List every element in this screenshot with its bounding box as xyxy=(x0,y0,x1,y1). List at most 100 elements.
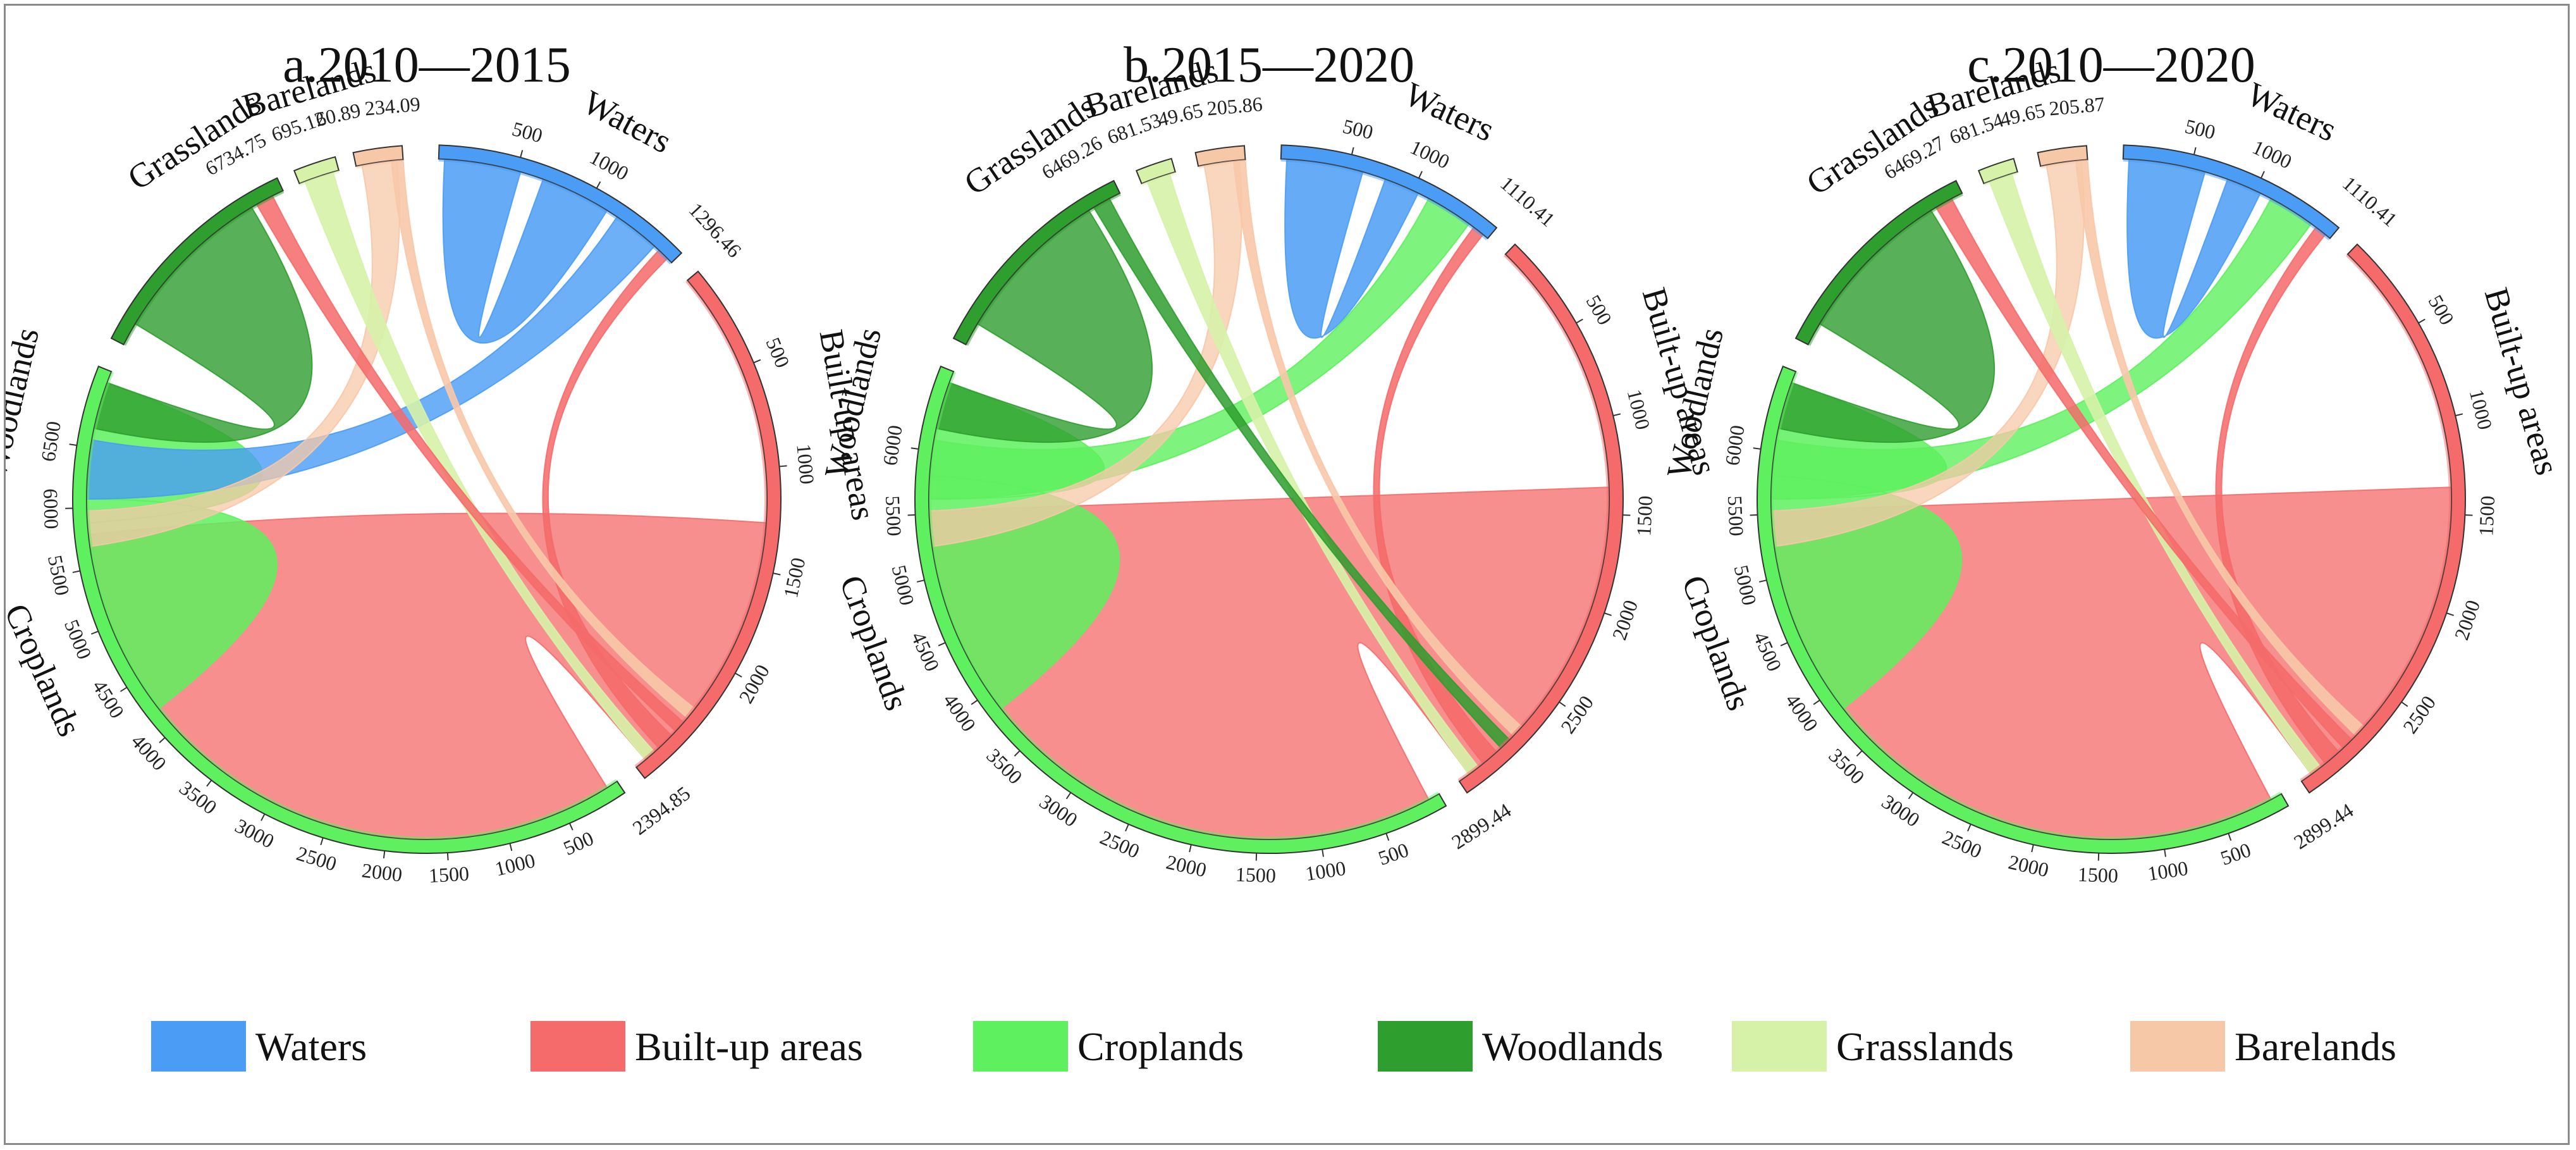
tick-mark xyxy=(911,447,919,450)
tick-mark xyxy=(1967,824,1972,832)
tick-label: 500 xyxy=(2424,291,2458,329)
total-built: 2394.85 xyxy=(629,782,695,839)
ribbons xyxy=(1770,158,2452,840)
tick-mark xyxy=(1758,579,1767,583)
tick-label: 1500 xyxy=(2474,495,2499,537)
tick-label: 2000 xyxy=(734,660,774,707)
legend-swatch xyxy=(973,1021,1068,1072)
arc-inner-bare xyxy=(2040,159,2088,169)
tick-label: 3000 xyxy=(231,814,278,853)
legend-label: Woodlands xyxy=(1482,1024,1663,1069)
arc-inner-built xyxy=(1457,254,1609,782)
tick-mark xyxy=(1065,792,1072,800)
tick-mark xyxy=(1351,147,1354,155)
tick-label: 5000 xyxy=(60,616,96,662)
legend-swatch xyxy=(531,1021,625,1072)
ribbons xyxy=(928,158,1610,840)
tick-label: 5000 xyxy=(1730,563,1762,608)
tick-mark xyxy=(1622,514,1631,516)
tick-mark xyxy=(1322,849,1324,857)
tick-label: 500 xyxy=(510,117,545,147)
tick-label: 500 xyxy=(2217,838,2254,870)
tick-label: 6000 xyxy=(39,488,63,529)
legend-swatch xyxy=(1378,1021,1473,1072)
tick-label: 2000 xyxy=(2450,597,2484,643)
label-built-up-areas: Built-up areas xyxy=(2477,283,2567,479)
tick-label: 4500 xyxy=(1749,628,1786,674)
arc-inner-grass xyxy=(299,170,340,186)
tick-label: 6500 xyxy=(37,419,65,463)
legend: Waters Built-up areas Croplands Woodlands Gr… xyxy=(151,1021,2396,1072)
tick-label: 6000 xyxy=(878,424,907,467)
tick-mark xyxy=(2260,171,2265,179)
tick-mark xyxy=(206,779,212,787)
tick-mark xyxy=(1780,642,1788,646)
tick-mark xyxy=(1813,700,1820,705)
tick-mark xyxy=(2465,514,2473,516)
tick-label: 1000 xyxy=(792,443,819,485)
tick-label: 2500 xyxy=(294,842,340,875)
legend-label: Grasslands xyxy=(1836,1024,2014,1069)
tick-mark xyxy=(2418,318,2426,324)
tick-mark xyxy=(596,181,601,189)
tick-mark xyxy=(1613,413,1621,417)
tick-mark xyxy=(2401,702,2408,707)
tick-label: 2000 xyxy=(1164,850,1208,881)
panel-title: a.2010—2015 xyxy=(283,37,571,93)
legend-label: Barelands xyxy=(2235,1024,2396,1069)
label-waters: Waters xyxy=(577,83,677,161)
tick-label: 500 xyxy=(2183,114,2217,144)
tick-label: 500 xyxy=(761,334,794,371)
arc-inner-grass xyxy=(1141,171,1176,186)
tick-mark xyxy=(159,737,166,743)
tick-label: 1000 xyxy=(586,145,632,185)
tick-label: 2500 xyxy=(1097,825,1143,862)
total-waters: 1110.41 xyxy=(1496,171,1559,231)
tick-label: 4500 xyxy=(88,676,129,722)
tick-label: 5500 xyxy=(44,553,74,597)
tick-mark xyxy=(261,813,266,821)
tick-mark xyxy=(735,672,742,677)
tick-label: 1500 xyxy=(428,862,470,887)
arc-inner-grass xyxy=(1984,171,2018,186)
arc-inner-bare xyxy=(356,159,403,169)
tick-label: 1000 xyxy=(1304,856,1347,885)
total-barelands-outer: 205.87 xyxy=(2048,92,2106,120)
tick-mark xyxy=(1559,702,1566,707)
tick-label: 6000 xyxy=(1720,424,1749,467)
tick-mark xyxy=(1125,824,1129,832)
tick-label: 2000 xyxy=(360,858,403,886)
tick-mark xyxy=(72,570,80,573)
tick-label: 2000 xyxy=(2006,850,2051,881)
tick-label: 1000 xyxy=(2146,856,2190,885)
tick-mark xyxy=(916,579,925,583)
group-arcs xyxy=(914,144,1624,854)
label-waters: Waters xyxy=(1399,75,1500,149)
tick-label: 500 xyxy=(1581,291,1616,329)
legend-label: Waters xyxy=(255,1024,367,1069)
tick-label: 2500 xyxy=(1939,825,1985,862)
legend-swatch xyxy=(2130,1021,2225,1072)
tick-mark xyxy=(568,823,573,831)
legend-label: Built-up areas xyxy=(635,1024,863,1069)
tick-mark xyxy=(1604,612,1612,616)
chord-figure: a.2010—2015 500 1000 500 1000 1500 2000 500 1000… xyxy=(6,37,2567,1072)
tick-label: 1000 xyxy=(1407,135,1453,173)
tick-label: 1500 xyxy=(1235,863,1276,887)
tick-mark xyxy=(2455,413,2463,417)
arc-inner-built xyxy=(2300,254,2452,782)
tick-mark xyxy=(120,686,128,692)
label-waters: Waters xyxy=(2242,75,2343,149)
chord-panel-2: b.2015—2020 500 1000 500 1000 1500 2000 2500 500… xyxy=(817,37,1724,887)
tick-mark xyxy=(520,150,524,158)
total-built: 2899.44 xyxy=(1447,798,1515,853)
legend-label: Croplands xyxy=(1077,1024,1244,1069)
tick-mark xyxy=(320,838,324,846)
tick-mark xyxy=(1908,792,1914,800)
chord-panel-3: c.2010—2020 500 1000 500 1000 1500 2000 2500 500… xyxy=(1659,37,2567,887)
group-arcs xyxy=(72,144,782,854)
tick-mark xyxy=(1576,318,1583,324)
arc-inner-bare xyxy=(1198,159,1246,169)
tick-mark xyxy=(938,642,946,646)
tick-label: 5500 xyxy=(881,495,906,537)
